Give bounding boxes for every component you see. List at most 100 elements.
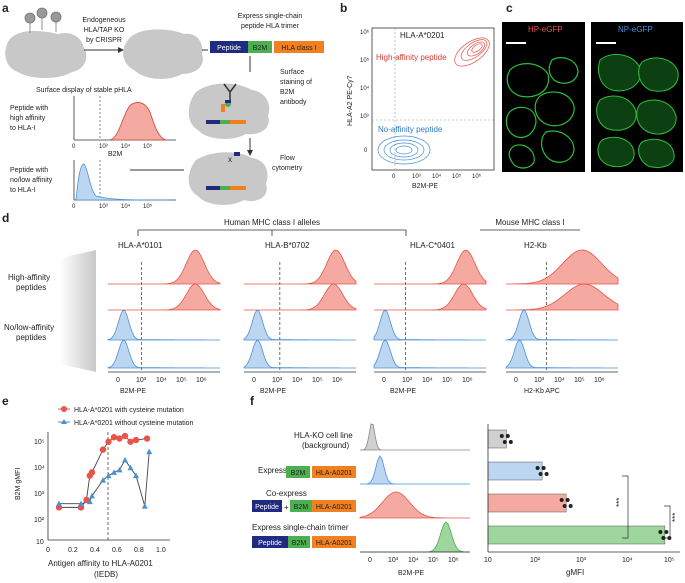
staining-1: Surface xyxy=(280,69,304,76)
e-xt-0: 0 xyxy=(46,547,50,554)
hist-high xyxy=(109,102,167,141)
d-row-band-low xyxy=(60,312,96,372)
d-mouse-header: Mouse MHC class I xyxy=(495,218,564,227)
f-histogram xyxy=(359,491,470,519)
d-xt-0b: 0 xyxy=(252,377,256,384)
f-bar xyxy=(487,525,666,545)
panel-label-b: b xyxy=(340,1,347,15)
f-bar-xlabel: gMFI xyxy=(566,568,584,577)
e-point-blue xyxy=(116,466,123,473)
d-xt-4d: 10⁶ xyxy=(594,377,605,384)
e-yt-0: 10⁵ xyxy=(34,439,45,446)
panel-label-c: c xyxy=(506,1,513,15)
surface-title: Surface display of stable pHLA xyxy=(36,87,132,94)
e-fit-blue xyxy=(59,451,150,507)
e-legend-blue: HLA-A*0201 without cysteine mutation xyxy=(74,420,194,427)
e-xt-4: 0.8 xyxy=(134,547,144,554)
f-peptide-text-1: Peptide xyxy=(255,504,279,511)
cells-np xyxy=(596,53,679,168)
panel-label-d: d xyxy=(2,211,9,225)
e-ylabel: B2M gMFI xyxy=(15,468,22,500)
f-bar-dot xyxy=(502,440,507,444)
b-xt1: 10³ xyxy=(412,174,421,180)
d-histogram xyxy=(506,249,619,285)
f-hla-text-3: HLA-A0201 xyxy=(316,540,352,547)
e-yt-1: 10⁴ xyxy=(34,465,45,472)
d-xlabel-1: B2M-PE xyxy=(260,388,286,395)
f-ht-1: 10³ xyxy=(388,557,399,564)
f-row2-label: Express xyxy=(258,466,287,475)
hist-low xyxy=(75,163,171,201)
e-yt-4: 10 xyxy=(36,539,44,546)
f-b2m-text-1: B2M xyxy=(291,470,306,477)
e-point-red xyxy=(83,496,90,504)
b-title: HLA-A*0201 xyxy=(400,31,445,40)
tick-1: 10³ xyxy=(99,144,108,150)
d-xt-1d: 10³ xyxy=(534,377,545,384)
tick-2b: 10⁴ xyxy=(121,203,131,210)
d-xt-2c: 10⁴ xyxy=(422,377,433,384)
e-point-red xyxy=(143,435,151,442)
scale-bar-np xyxy=(596,42,616,44)
panel-label-e: e xyxy=(2,394,9,408)
high-text-1: Peptide with xyxy=(10,105,48,112)
panel-label-f: f xyxy=(250,394,255,408)
antibody-icon xyxy=(223,83,237,100)
d-xt-3: 10⁵ xyxy=(176,377,187,384)
low-text-1: Peptide with xyxy=(10,167,48,174)
e-point-blue xyxy=(111,469,117,475)
tick-2: 10⁴ xyxy=(121,143,131,150)
e-point-red xyxy=(116,435,123,442)
f-hla-text-1: HLA-A0201 xyxy=(316,470,352,477)
high-text-2: high affinity xyxy=(10,115,46,122)
hla-text: HLA class I xyxy=(281,45,316,52)
d-xt-4c: 10⁶ xyxy=(462,377,473,384)
d-xt-3d: 10⁵ xyxy=(574,377,585,384)
f-ht-3: 10⁵ xyxy=(428,557,439,564)
f-b2m-box-2 xyxy=(290,500,312,512)
staining-2: staining of xyxy=(280,79,312,86)
cell-shape-1 xyxy=(5,31,87,78)
e-point-red xyxy=(110,433,118,441)
f-histogram xyxy=(360,455,470,485)
e-point-red xyxy=(127,438,134,445)
b-ylabel: HLA-A2 PE-Cy7 xyxy=(347,75,354,126)
d-histogram xyxy=(373,339,486,369)
virus-icon xyxy=(24,7,62,33)
f-bar-dot xyxy=(499,434,504,438)
e-xt-3: 0.6 xyxy=(112,547,122,554)
d-histogram xyxy=(108,249,221,285)
f-bar xyxy=(487,461,543,481)
d-allele-2: HLA-C*0401 xyxy=(410,241,455,250)
e-point-blue xyxy=(141,503,148,509)
f-peptide-box-2 xyxy=(252,536,288,548)
d-histogram xyxy=(505,309,618,341)
e-yt-2: 10³ xyxy=(34,491,45,498)
f-peptide-box-1 xyxy=(252,500,282,512)
cross-icon: x xyxy=(228,155,232,164)
f-histogram xyxy=(360,521,470,553)
cell-shape-3 xyxy=(188,83,270,139)
scale-bar-hp xyxy=(506,42,526,44)
f-b2m-box-3 xyxy=(288,536,310,548)
f-sig-1: *** xyxy=(615,498,624,507)
e-point-red xyxy=(99,446,107,453)
e-point-blue xyxy=(100,477,106,483)
f-bar-dot xyxy=(505,434,510,438)
e-point-blue xyxy=(146,448,153,455)
f-b2m-text-3: B2M xyxy=(292,540,307,547)
e-point-blue xyxy=(122,456,128,463)
f-bar-dot xyxy=(541,466,546,470)
contour-high xyxy=(454,37,490,67)
f-row3-label: Co-express xyxy=(266,489,307,498)
tick-3b: 10⁵ xyxy=(143,203,153,210)
e-xlabel-1: Antigen affinity to HLA-A0201 xyxy=(48,559,153,568)
f-peptide-text-2: Peptide xyxy=(258,540,282,547)
contour-no xyxy=(377,135,431,165)
d-xlabel-3: H2-Kb APC xyxy=(524,388,560,395)
e-point-red xyxy=(121,432,129,440)
f-row1-1: HLA-KO cell line xyxy=(294,431,353,440)
peptide-text: Peptide xyxy=(217,45,241,52)
d-row-band-high xyxy=(60,250,96,312)
e-point-blue xyxy=(105,472,112,479)
